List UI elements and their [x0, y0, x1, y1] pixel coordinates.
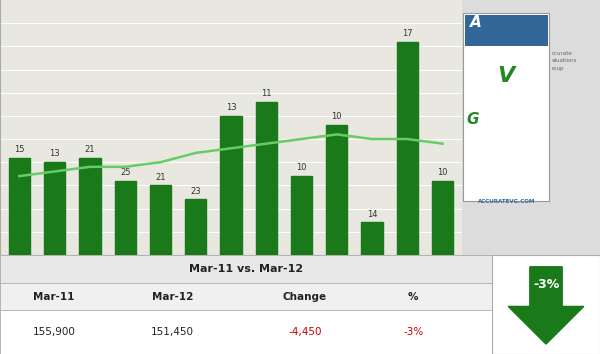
Text: 15: 15 [14, 145, 25, 154]
Text: 23: 23 [190, 187, 201, 195]
Text: Mar-11: Mar-11 [34, 291, 75, 302]
FancyBboxPatch shape [463, 13, 549, 201]
Text: 21: 21 [155, 173, 166, 182]
Text: Mar-11 vs. Mar-12: Mar-11 vs. Mar-12 [189, 264, 303, 274]
Text: 10: 10 [296, 164, 307, 172]
Text: 10: 10 [437, 168, 448, 177]
Text: 13: 13 [226, 103, 236, 112]
Bar [256, 102, 277, 255]
Bar [79, 158, 101, 255]
Text: -4,450: -4,450 [288, 327, 322, 337]
Text: A: A [470, 16, 482, 30]
Text: 14: 14 [367, 210, 377, 219]
Text: ACCURATEVG.COM: ACCURATEVG.COM [478, 199, 535, 204]
Bar [465, 15, 548, 46]
Text: 13: 13 [49, 149, 60, 159]
Bar [397, 42, 418, 255]
Text: 11: 11 [261, 89, 272, 98]
Text: ccurate
aluations
roup: ccurate aluations roup [552, 51, 577, 71]
Text: Change: Change [283, 291, 327, 302]
Text: G: G [467, 112, 479, 127]
Bar [185, 199, 206, 255]
Text: Mar-12: Mar-12 [152, 291, 193, 302]
Bar [0, 282, 492, 310]
Bar [0, 255, 492, 282]
Text: 21: 21 [85, 145, 95, 154]
Bar [291, 176, 312, 255]
Text: 17: 17 [402, 29, 413, 38]
Bar [44, 162, 65, 255]
Polygon shape [508, 267, 584, 344]
Text: V: V [497, 67, 515, 86]
Text: 155,900: 155,900 [32, 327, 76, 337]
Bar [220, 116, 242, 255]
Text: -3%: -3% [403, 327, 424, 337]
Bar [115, 181, 136, 255]
Bar [0, 310, 492, 354]
Bar [361, 222, 383, 255]
Bar [9, 158, 30, 255]
Text: %: % [408, 291, 419, 302]
Text: -3%: -3% [533, 278, 559, 291]
Bar [150, 185, 171, 255]
Bar [432, 181, 453, 255]
Text: 10: 10 [332, 113, 342, 121]
Bar [326, 125, 347, 255]
Text: 151,450: 151,450 [151, 327, 194, 337]
Text: 25: 25 [120, 168, 130, 177]
